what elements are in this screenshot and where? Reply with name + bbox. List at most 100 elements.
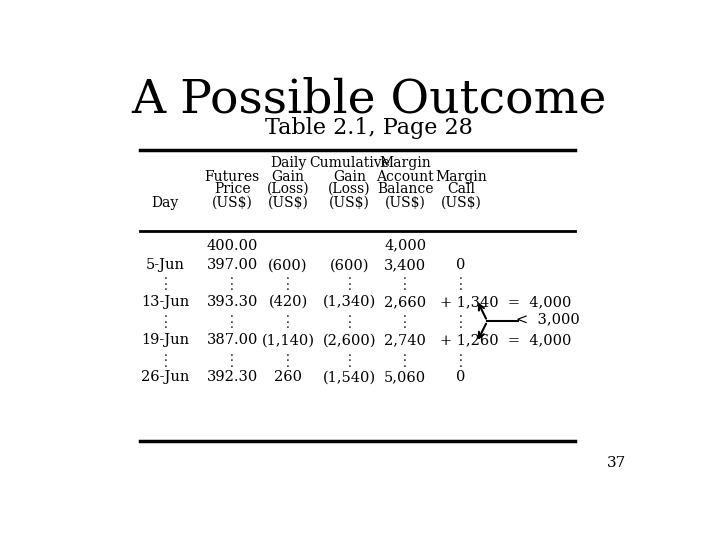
Text: 3,400: 3,400 [384, 258, 426, 272]
Text: (1,540): (1,540) [323, 370, 376, 384]
Text: .: . [403, 280, 408, 293]
Text: .: . [230, 352, 234, 365]
Text: .: . [403, 352, 408, 365]
Text: .: . [230, 274, 234, 287]
Text: Table 2.1, Page 28: Table 2.1, Page 28 [265, 117, 473, 139]
Text: 392.30: 392.30 [207, 370, 258, 384]
Text: .: . [348, 307, 351, 320]
Text: .: . [163, 352, 167, 365]
Text: (1,140): (1,140) [261, 334, 315, 347]
Text: .: . [286, 280, 290, 293]
Text: .: . [163, 313, 167, 326]
Text: 5,060: 5,060 [384, 370, 426, 384]
Text: + 1,260  =  4,000: + 1,260 = 4,000 [440, 334, 572, 347]
Text: Balance: Balance [377, 182, 433, 196]
Text: .: . [403, 357, 408, 370]
Text: Futures: Futures [204, 170, 260, 184]
Text: (600): (600) [330, 258, 369, 272]
Text: .: . [286, 318, 290, 331]
Text: .: . [459, 280, 463, 293]
Text: (600): (600) [269, 258, 308, 272]
Text: (1,340): (1,340) [323, 295, 376, 309]
Text: .: . [403, 307, 408, 320]
Text: Price: Price [214, 182, 251, 196]
Text: .: . [348, 357, 351, 370]
Text: .: . [403, 274, 408, 287]
Text: (420): (420) [269, 295, 307, 309]
Text: .: . [348, 274, 351, 287]
Text: 0: 0 [456, 258, 466, 272]
Text: .: . [230, 318, 234, 331]
Text: .: . [348, 352, 351, 365]
Text: .: . [230, 269, 234, 282]
Text: .: . [286, 274, 290, 287]
Text: 387.00: 387.00 [207, 334, 258, 347]
Text: Call: Call [447, 182, 475, 196]
Text: .: . [403, 313, 408, 326]
Text: .: . [459, 357, 463, 370]
Text: Margin: Margin [435, 170, 487, 184]
Text: .: . [403, 318, 408, 331]
Text: Gain: Gain [271, 170, 305, 184]
Text: (2,600): (2,600) [323, 334, 377, 347]
Text: 393.30: 393.30 [207, 295, 258, 309]
Text: 397.00: 397.00 [207, 258, 258, 272]
Text: 260: 260 [274, 370, 302, 384]
Text: .: . [230, 313, 234, 326]
Text: .: . [163, 280, 167, 293]
Text: .: . [286, 352, 290, 365]
Text: <  3,000: < 3,000 [516, 312, 580, 326]
Text: (US$): (US$) [268, 196, 309, 210]
Text: .: . [459, 346, 463, 359]
Text: .: . [230, 357, 234, 370]
Text: .: . [348, 269, 351, 282]
Text: 4,000: 4,000 [384, 239, 426, 253]
Text: 2,660: 2,660 [384, 295, 426, 309]
Text: + 1,340  =  4,000: + 1,340 = 4,000 [440, 295, 572, 309]
Text: A Possible Outcome: A Possible Outcome [131, 77, 607, 123]
Text: 5-Jun: 5-Jun [146, 258, 185, 272]
Text: 19-Jun: 19-Jun [141, 334, 189, 347]
Text: .: . [230, 307, 234, 320]
Text: (US$): (US$) [329, 196, 370, 210]
Text: .: . [286, 357, 290, 370]
Text: .: . [348, 318, 351, 331]
Text: .: . [348, 313, 351, 326]
Text: .: . [286, 269, 290, 282]
Text: .: . [163, 269, 167, 282]
Text: 2,740: 2,740 [384, 334, 426, 347]
Text: .: . [459, 269, 463, 282]
Text: Day: Day [152, 196, 179, 210]
Text: .: . [403, 346, 408, 359]
Text: Margin: Margin [379, 156, 431, 170]
Text: .: . [163, 318, 167, 331]
Text: .: . [230, 280, 234, 293]
Text: .: . [163, 357, 167, 370]
Text: .: . [163, 274, 167, 287]
Text: .: . [459, 313, 463, 326]
Text: .: . [403, 269, 408, 282]
Text: Cumulative: Cumulative [309, 156, 390, 170]
Text: .: . [230, 346, 234, 359]
Text: (US$): (US$) [441, 196, 482, 210]
Text: (US$): (US$) [212, 196, 253, 210]
Text: .: . [459, 352, 463, 365]
Text: .: . [459, 274, 463, 287]
Text: 37: 37 [606, 456, 626, 470]
Text: (Loss): (Loss) [267, 182, 310, 196]
Text: 26-Jun: 26-Jun [141, 370, 189, 384]
Text: .: . [348, 280, 351, 293]
Text: .: . [286, 307, 290, 320]
Text: .: . [459, 307, 463, 320]
Text: 13-Jun: 13-Jun [141, 295, 189, 309]
Text: .: . [163, 307, 167, 320]
Text: .: . [286, 313, 290, 326]
Text: .: . [163, 346, 167, 359]
Text: 400.00: 400.00 [207, 239, 258, 253]
Text: Daily: Daily [270, 156, 306, 170]
Text: Account: Account [377, 170, 434, 184]
Text: Gain: Gain [333, 170, 366, 184]
Text: .: . [286, 346, 290, 359]
Text: .: . [459, 318, 463, 331]
Text: (US$): (US$) [384, 196, 426, 210]
